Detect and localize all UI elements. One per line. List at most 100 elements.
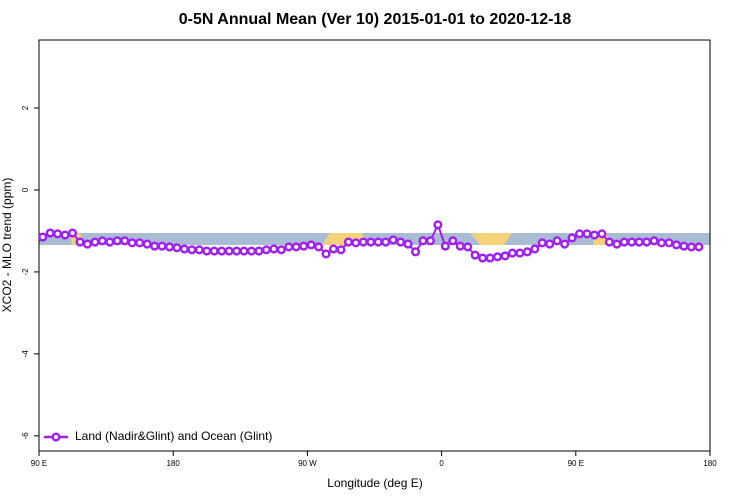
- point: [463, 242, 473, 252]
- point: [299, 241, 309, 251]
- point: [276, 245, 286, 255]
- point: [105, 237, 115, 247]
- legend-label: Land (Nadir&Glint) and Ocean (Glint): [75, 429, 272, 443]
- y-tick-label: 0: [21, 187, 30, 192]
- point: [97, 236, 107, 246]
- point: [507, 248, 517, 258]
- x-tick-label: 90 E: [31, 459, 47, 468]
- point: [135, 238, 145, 248]
- point: [589, 230, 599, 240]
- point: [485, 253, 495, 263]
- point: [239, 246, 249, 256]
- point: [68, 228, 78, 238]
- point: [284, 242, 294, 252]
- point: [679, 241, 689, 251]
- point: [172, 243, 182, 253]
- y-tick-label: -6: [21, 432, 30, 440]
- point: [112, 236, 122, 246]
- point: [120, 236, 130, 246]
- point: [612, 239, 622, 249]
- x-tick-label: 90 W: [298, 459, 317, 468]
- point: [209, 246, 219, 256]
- point: [396, 237, 406, 247]
- point: [232, 246, 242, 256]
- point: [224, 246, 234, 256]
- x-tick-label: 0: [439, 459, 444, 468]
- y-tick-label: -4: [21, 350, 30, 358]
- point: [53, 229, 63, 239]
- point: [336, 245, 346, 255]
- point: [500, 251, 510, 261]
- point: [410, 247, 421, 257]
- x-tick-label: 90 E: [568, 459, 584, 468]
- point: [522, 247, 532, 257]
- point: [545, 239, 555, 249]
- chart-title: 0-5N Annual Mean (Ver 10) 2015-01-01 to …: [179, 11, 572, 28]
- x-axis-label: Longitude (deg E): [327, 476, 422, 490]
- point: [328, 244, 339, 254]
- point: [627, 237, 637, 247]
- point: [582, 229, 592, 239]
- point: [597, 229, 607, 239]
- y-tick-label: 2: [21, 105, 30, 110]
- point: [455, 241, 465, 251]
- point: [60, 230, 70, 240]
- point: [254, 246, 264, 256]
- point: [150, 241, 160, 251]
- point: [515, 248, 525, 258]
- point: [90, 237, 100, 247]
- point: [448, 236, 458, 246]
- point: [358, 237, 368, 247]
- point: [552, 236, 562, 246]
- point: [440, 241, 450, 251]
- plot-frame: [38, 39, 711, 452]
- point: [351, 238, 361, 248]
- point: [634, 237, 644, 247]
- point: [142, 239, 152, 249]
- point: [604, 237, 614, 247]
- point: [694, 242, 704, 252]
- point: [45, 228, 55, 238]
- point: [164, 242, 175, 252]
- point: [269, 244, 279, 254]
- point: [366, 237, 376, 247]
- point: [82, 239, 93, 249]
- point: [649, 236, 659, 246]
- point: [403, 239, 413, 249]
- land-patch: [470, 233, 512, 245]
- point: [75, 237, 85, 247]
- point: [194, 245, 204, 255]
- point: [261, 245, 271, 255]
- point: [686, 242, 696, 252]
- point: [202, 246, 212, 256]
- point: [187, 245, 197, 255]
- point: [560, 239, 570, 249]
- point: [373, 237, 383, 247]
- point: [38, 232, 48, 242]
- point: [567, 233, 577, 243]
- point: [291, 242, 301, 252]
- point: [664, 238, 674, 248]
- point: [537, 238, 547, 248]
- point: [656, 238, 667, 248]
- point: [217, 246, 227, 256]
- point: [157, 241, 167, 251]
- x-tick-label: 180: [167, 459, 181, 468]
- point: [671, 240, 682, 250]
- point: [425, 236, 435, 246]
- point: [179, 244, 189, 254]
- point: [381, 237, 391, 247]
- point: [246, 246, 257, 256]
- point: [388, 235, 398, 245]
- point: [306, 240, 316, 250]
- point: [619, 237, 629, 247]
- point: [642, 237, 652, 247]
- point: [314, 242, 324, 252]
- point: [127, 238, 137, 248]
- y-axis-label: XCO2 - MLO trend (ppm): [0, 178, 14, 313]
- point: [418, 236, 428, 246]
- point: [492, 252, 503, 262]
- y-tick-label: -2: [21, 268, 30, 276]
- point: [433, 220, 443, 230]
